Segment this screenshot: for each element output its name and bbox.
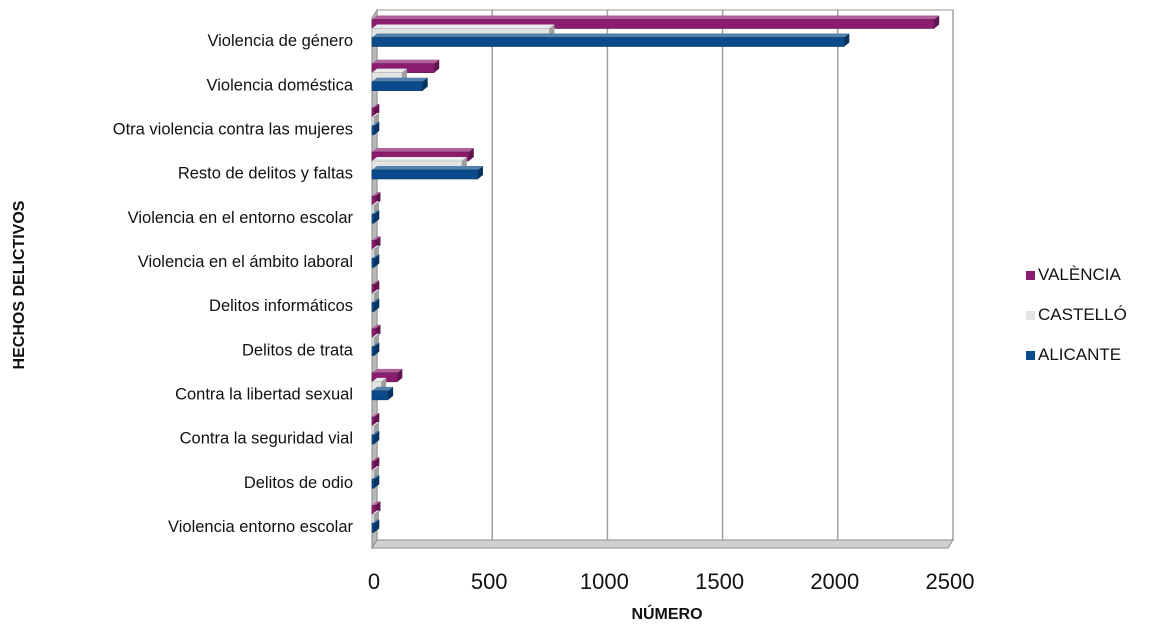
legend-label: ALICANTE bbox=[1038, 345, 1121, 364]
bar bbox=[371, 77, 428, 91]
y-axis-title: HECHOS DELICTIVOS bbox=[11, 200, 28, 369]
category-label: Violencia doméstica bbox=[207, 76, 354, 94]
floor bbox=[371, 539, 954, 549]
category-label: Delitos informáticos bbox=[209, 297, 353, 315]
x-tick-label: 1500 bbox=[695, 569, 744, 594]
category-label: Violencia en el entorno escolar bbox=[128, 209, 354, 227]
bar bbox=[371, 519, 380, 533]
bar bbox=[371, 210, 380, 224]
legend-swatch bbox=[1026, 351, 1035, 360]
x-tick-label: 0 bbox=[368, 569, 380, 594]
bar bbox=[371, 59, 440, 73]
bar bbox=[371, 33, 850, 47]
x-tick-label: 2500 bbox=[926, 569, 975, 594]
category-label: Violencia en el ámbito laboral bbox=[138, 253, 353, 271]
x-tick-label: 2000 bbox=[810, 569, 859, 594]
bar bbox=[371, 342, 380, 356]
plot-area bbox=[371, 8, 954, 550]
category-label: Contra la libertad sexual bbox=[175, 385, 353, 403]
bar bbox=[371, 431, 380, 445]
bar bbox=[371, 386, 394, 401]
category-label: Violencia entorno escolar bbox=[168, 518, 353, 536]
category-label: Resto de delitos y faltas bbox=[178, 165, 353, 183]
category-labels: Violencia de género Violencia doméstica Ot… bbox=[113, 32, 354, 536]
bar bbox=[371, 166, 483, 180]
bar bbox=[371, 475, 380, 489]
bar bbox=[371, 254, 380, 268]
bars-group bbox=[371, 15, 940, 533]
bar bbox=[371, 298, 380, 312]
legend: VALÈNCIA CASTELLÓ ALICANTE bbox=[1026, 265, 1127, 364]
category-label: Violencia de género bbox=[207, 32, 353, 50]
bar bbox=[371, 15, 940, 29]
x-axis-title: NÚMERO bbox=[631, 604, 702, 623]
bar bbox=[371, 121, 380, 136]
x-tick-label: 500 bbox=[471, 569, 508, 594]
category-label: Delitos de odio bbox=[244, 474, 353, 492]
legend-label: CASTELLÓ bbox=[1038, 305, 1127, 324]
legend-swatch bbox=[1026, 311, 1035, 320]
category-label: Otra violencia contra las mujeres bbox=[113, 120, 353, 138]
legend-swatch bbox=[1026, 271, 1035, 280]
x-tick-label: 1000 bbox=[580, 569, 629, 594]
category-label: Contra la seguridad vial bbox=[180, 430, 353, 448]
x-tick-labels: 0 500 1000 1500 2000 2500 bbox=[368, 569, 975, 594]
gridlines bbox=[376, 10, 954, 540]
bar bbox=[371, 324, 381, 338]
legend-label: VALÈNCIA bbox=[1038, 265, 1121, 284]
back-wall bbox=[376, 9, 954, 541]
category-label: Delitos de trata bbox=[242, 341, 354, 359]
